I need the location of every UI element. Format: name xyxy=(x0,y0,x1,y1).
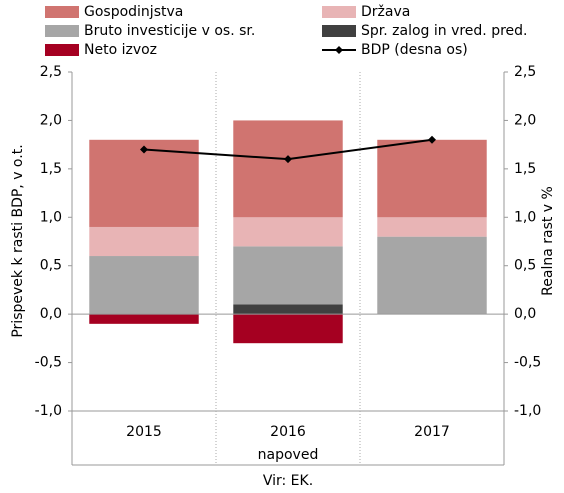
bar-segment xyxy=(233,314,343,344)
legend-label: Bruto investicije v os. sr. xyxy=(84,23,255,39)
bar-segment xyxy=(377,217,487,237)
legend-swatch xyxy=(45,44,79,56)
legend-label: Spr. zalog in vred. pred. xyxy=(361,23,528,39)
bar-segment xyxy=(233,217,343,247)
legend-label: Neto izvoz xyxy=(84,42,157,58)
x-tick-label: 2017 xyxy=(414,424,450,440)
y-tick-label: 1,0 xyxy=(40,209,62,225)
bar-segment xyxy=(233,304,343,315)
y-tick-label: 2,5 xyxy=(40,64,62,80)
legend-swatch xyxy=(45,25,79,37)
y2-tick-label: 2,0 xyxy=(514,112,536,128)
y2-tick-label: 0,5 xyxy=(514,258,536,274)
bar-segment xyxy=(89,139,199,227)
legend-label: Država xyxy=(361,4,410,20)
y-tick-label: 2,0 xyxy=(40,112,62,128)
bar-segment xyxy=(233,120,343,218)
y-tick-label: 1,5 xyxy=(40,161,62,177)
y2-tick-label: 0,0 xyxy=(514,306,536,322)
y2-tick-label: 2,5 xyxy=(514,64,536,80)
legend-marker xyxy=(335,46,343,54)
bar-segment xyxy=(377,236,487,315)
legend-swatch xyxy=(322,25,356,37)
bar-segment xyxy=(89,226,199,257)
forecast-label: napoved xyxy=(258,447,319,463)
y-tick-label: -1,0 xyxy=(35,403,62,419)
line-marker xyxy=(428,135,436,144)
x-tick-label: 2015 xyxy=(126,424,162,440)
bar-segment xyxy=(89,256,199,315)
y-tick-label: -0,5 xyxy=(35,355,62,371)
line-marker xyxy=(284,155,292,164)
y-axis-title: Prispevek k rasti BDP, v o.t. xyxy=(10,144,26,337)
y2-tick-label: 1,5 xyxy=(514,161,536,177)
bar-segment xyxy=(233,246,343,305)
y-tick-label: 0,5 xyxy=(40,258,62,274)
line-marker xyxy=(140,145,148,154)
bar-segment xyxy=(89,314,199,324)
y2-tick-label: -0,5 xyxy=(514,355,541,371)
y2-tick-label: -1,0 xyxy=(514,403,541,419)
y-tick-label: 0,0 xyxy=(40,306,62,322)
legend-label: BDP (desna os) xyxy=(361,42,468,58)
source: Vir: EK. xyxy=(263,473,313,489)
legend-swatch xyxy=(45,6,79,18)
legend-label: Gospodinjstva xyxy=(84,4,183,20)
legend-swatch xyxy=(322,6,356,18)
y2-tick-label: 1,0 xyxy=(514,209,536,225)
bar-segment xyxy=(377,139,487,218)
x-tick-label: 2016 xyxy=(270,424,306,440)
y2-axis-title: Realna rast v % xyxy=(540,186,556,296)
